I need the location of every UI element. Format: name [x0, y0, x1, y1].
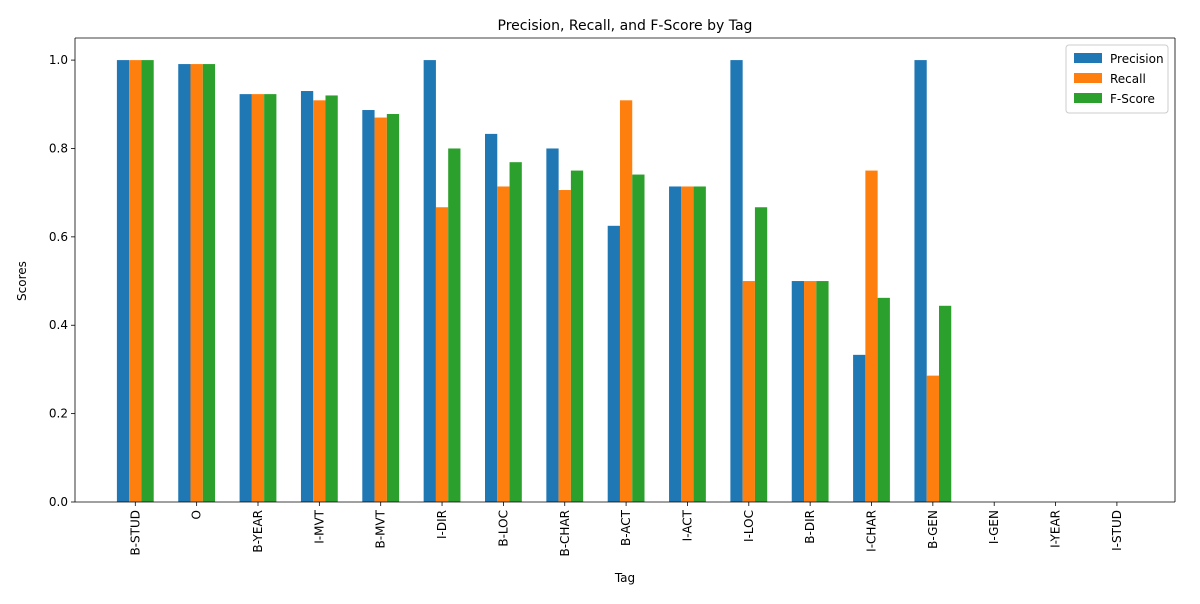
bar-recall-i-mvt: [313, 100, 326, 502]
bar-recall-b-act: [619, 100, 633, 502]
bar-f-score-b-stud: [141, 60, 154, 502]
legend-swatch-recall: [1074, 73, 1102, 83]
bar-precision-b-act: [607, 225, 620, 502]
bar-f-score-b-gen: [938, 305, 952, 502]
bar-recall-i-char: [865, 170, 878, 502]
legend: Precision Recall F-Score: [1065, 44, 1169, 114]
bar-recall-b-loc: [497, 186, 510, 503]
bar-f-score-b-loc: [509, 162, 522, 502]
bar-f-score-b-year: [264, 94, 277, 503]
x-tick-label-i-stud: I-STUD: [1110, 510, 1124, 551]
axes-layer: 0.0 0.2 0.4 0.6 0.8 1.0 B-STUD O B-YEAR I-MVT B-MV…: [49, 37, 1176, 557]
y-tick-label: 0.2: [49, 407, 68, 421]
bar-f-score-o: [202, 64, 216, 502]
x-tick-label-b-act: B-ACT: [619, 509, 633, 546]
x-tick-label-i-act: I-ACT: [680, 509, 694, 541]
bar-precision-b-year: [239, 94, 252, 503]
y-tick-label: 0.4: [49, 318, 68, 332]
bar-precision-i-dir: [423, 60, 436, 502]
bar-precision-b-dir: [791, 281, 805, 502]
y-tick-label: 0.0: [49, 495, 68, 509]
x-tick-label-i-dir: I-DIR: [435, 510, 449, 539]
x-axis-label: Tag: [614, 571, 635, 585]
bar-recall-b-dir: [804, 281, 817, 502]
bar-f-score-i-mvt: [325, 95, 338, 502]
bar-precision-b-loc: [485, 133, 498, 502]
bar-f-score-b-act: [632, 174, 645, 503]
bar-f-score-i-loc: [754, 207, 768, 502]
y-tick-label: 0.6: [49, 230, 68, 244]
bar-precision-i-loc: [730, 60, 743, 502]
bar-f-score-i-act: [693, 186, 706, 503]
bar-recall-i-act: [681, 186, 694, 503]
bar-recall-b-mvt: [374, 117, 387, 502]
bar-f-score-b-mvt: [386, 114, 400, 502]
bar-precision-b-char: [546, 148, 559, 503]
legend-label-f-score: F-Score: [1110, 92, 1155, 106]
bar-recall-i-loc: [742, 281, 755, 502]
bar-precision-i-mvt: [300, 91, 314, 502]
x-tick-label-i-year: I-YEAR: [1049, 510, 1063, 548]
x-tick-label-i-gen: I-GEN: [987, 510, 1001, 544]
y-tick-label: 1.0: [49, 53, 68, 67]
legend-label-precision: Precision: [1110, 52, 1164, 66]
x-tick-label-b-loc: B-LOC: [496, 510, 510, 547]
legend-swatch-f-score: [1074, 93, 1102, 103]
y-axis-label: Scores: [15, 261, 29, 301]
x-tick-label-o: O: [190, 510, 204, 519]
bar-recall-b-stud: [129, 60, 142, 502]
bar-f-score-b-dir: [816, 281, 829, 502]
bar-recall-i-dir: [435, 207, 449, 502]
x-tick-label-i-loc: I-LOC: [742, 510, 756, 542]
bar-precision-b-mvt: [362, 110, 375, 502]
bars-layer: [116, 60, 952, 503]
x-tick-label-b-char: B-CHAR: [558, 510, 572, 557]
legend-label-recall: Recall: [1110, 72, 1146, 86]
bar-recall-b-year: [251, 94, 265, 503]
bar-recall-b-gen: [926, 375, 939, 502]
x-tick-label-b-stud: B-STUD: [128, 510, 142, 556]
legend-swatch-precision: [1074, 53, 1102, 63]
x-tick-label-b-gen: B-GEN: [926, 510, 940, 549]
chart-title: Precision, Recall, and F-Score by Tag: [498, 18, 753, 34]
bar-f-score-b-char: [570, 170, 584, 502]
bar-precision-b-gen: [914, 60, 927, 502]
bar-recall-b-char: [558, 190, 571, 502]
y-tick-label: 0.8: [49, 141, 68, 155]
x-tick-label-b-year: B-YEAR: [251, 510, 265, 553]
bar-precision-i-char: [853, 354, 866, 502]
x-tick-label-b-mvt: B-MVT: [374, 509, 388, 548]
x-tick-label-b-dir: B-DIR: [803, 510, 817, 544]
x-tick-label-i-char: I-CHAR: [865, 510, 879, 552]
bar-precision-o: [178, 64, 191, 502]
bar-f-score-i-char: [877, 297, 890, 502]
bar-f-score-i-dir: [448, 148, 461, 503]
x-tick-label-i-mvt: I-MVT: [312, 509, 326, 543]
bar-precision-i-act: [669, 186, 682, 503]
bar-recall-o: [190, 64, 203, 502]
bar-precision-b-stud: [116, 60, 130, 502]
